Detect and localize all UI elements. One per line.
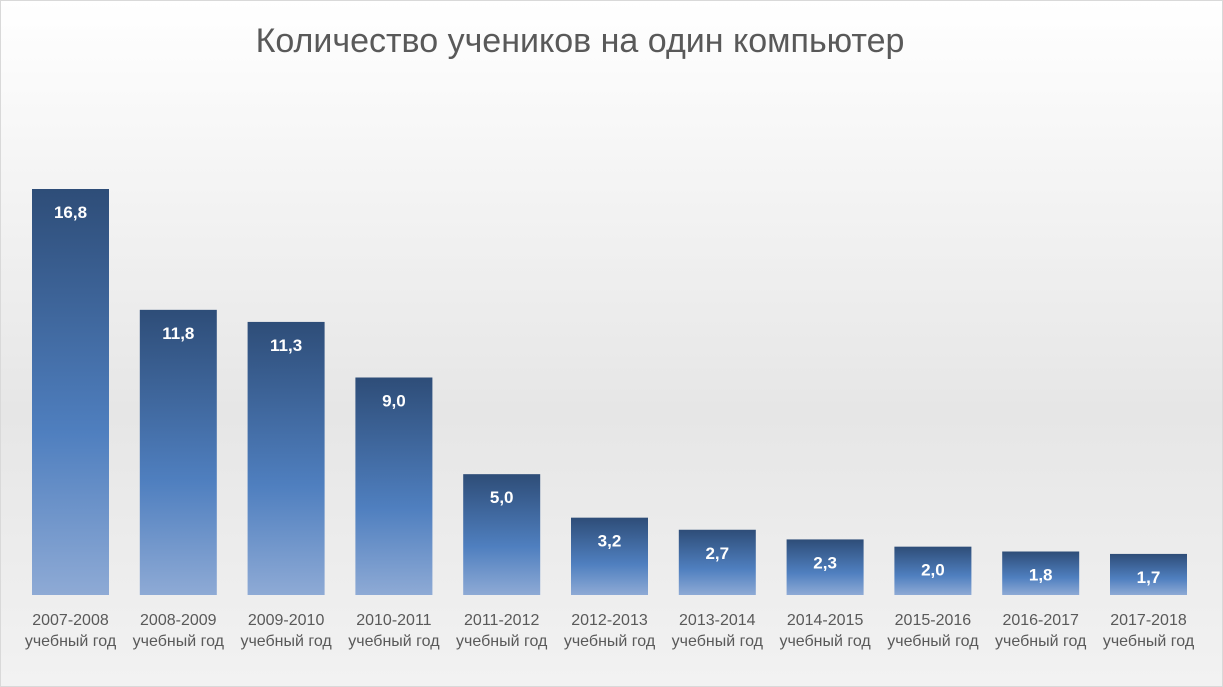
- data-label: 11,8: [162, 324, 194, 343]
- x-tick-label: 2011-2012: [464, 612, 539, 629]
- data-label: 2,7: [705, 544, 729, 563]
- data-label: 11,3: [270, 336, 302, 355]
- x-tick-label: 2017-2018: [1110, 612, 1187, 629]
- bar: [247, 321, 325, 595]
- bar: [1110, 553, 1187, 595]
- data-label: 2,3: [813, 553, 837, 572]
- data-label: 16,8: [54, 203, 87, 222]
- chart-title: Количество учеников на один компьютер: [256, 22, 905, 60]
- x-tick-label: учебный год: [25, 633, 117, 650]
- x-tick-label: 2016-2017: [1002, 612, 1079, 629]
- bar: [32, 189, 109, 595]
- bar: [463, 474, 541, 595]
- data-label: 1,7: [1137, 568, 1161, 587]
- x-tick-label: учебный год: [456, 633, 548, 650]
- x-tick-label: 2010-2011: [356, 612, 431, 629]
- x-tick-label: 2009-2010: [248, 612, 325, 629]
- x-tick-label: 2013-2014: [679, 612, 756, 629]
- data-label: 2,0: [921, 561, 945, 580]
- x-tick-label: учебный год: [240, 633, 332, 650]
- x-tick-label: 2015-2016: [895, 612, 972, 629]
- data-label: 5,0: [490, 488, 514, 507]
- bar: [571, 517, 648, 595]
- bar: [678, 529, 756, 595]
- x-tick-label: учебный год: [779, 633, 871, 650]
- bar: [1002, 551, 1080, 595]
- x-tick-label: 2014-2015: [787, 612, 864, 629]
- x-tick-label: учебный год: [564, 633, 656, 650]
- x-tick-label: учебный год: [133, 633, 225, 650]
- data-label: 1,8: [1029, 566, 1053, 585]
- bar: [139, 309, 217, 595]
- data-label: 3,2: [598, 532, 622, 551]
- x-tick-label: учебный год: [348, 633, 440, 650]
- bar: [894, 546, 972, 595]
- x-tick-label: 2008-2009: [140, 612, 217, 629]
- x-tick-label: учебный год: [1103, 633, 1195, 650]
- bar: [355, 377, 433, 595]
- x-tick-label: 2007-2008: [32, 612, 109, 629]
- x-tick-label: учебный год: [995, 633, 1087, 650]
- data-label: 9,0: [382, 392, 406, 411]
- x-tick-label: учебный год: [672, 633, 764, 650]
- x-tick-label: 2012-2013: [571, 612, 648, 629]
- bar: [786, 539, 864, 595]
- x-tick-label: учебный год: [887, 633, 979, 650]
